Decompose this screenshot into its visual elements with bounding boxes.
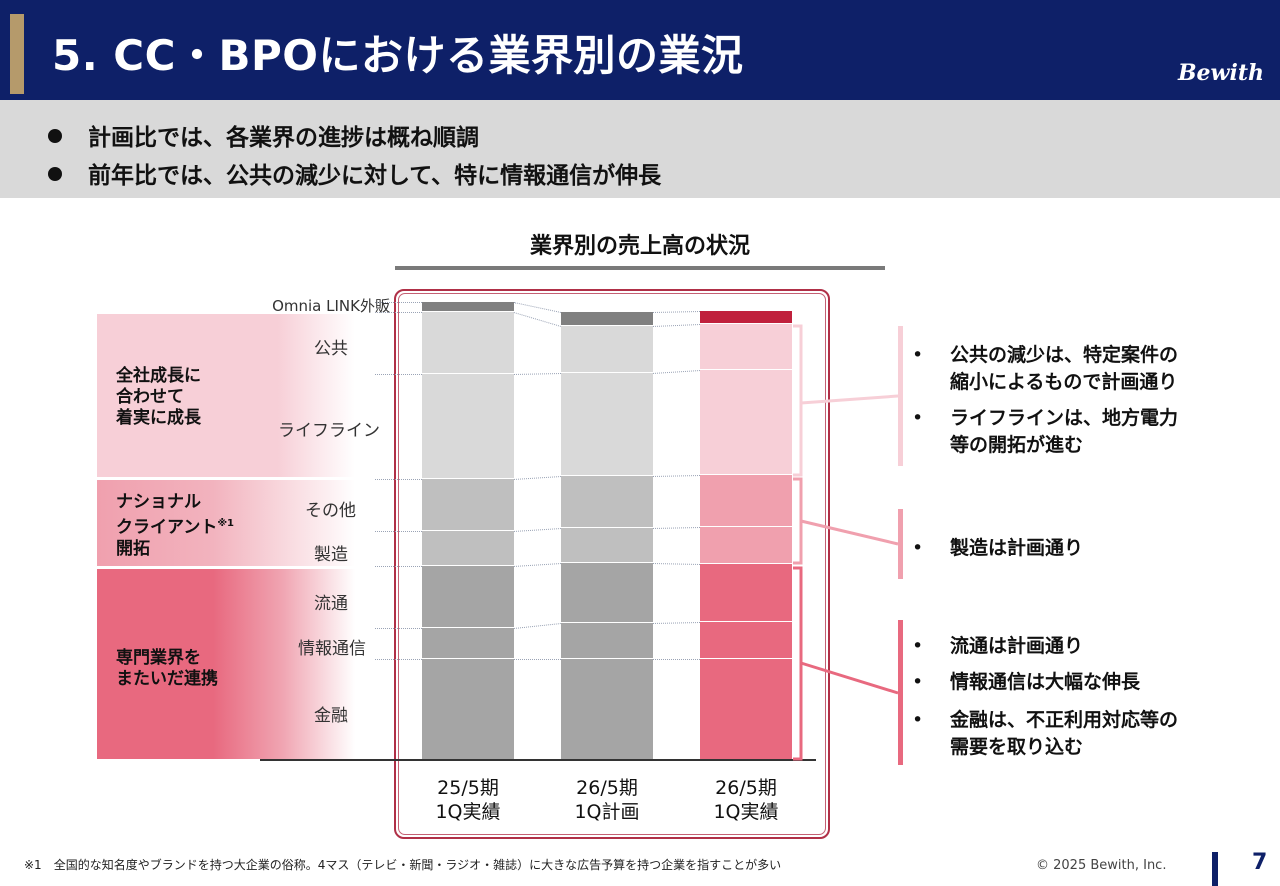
bar-segment-distribution (422, 566, 514, 629)
guide-line (375, 628, 422, 630)
bar-segment-manufacturing (561, 528, 653, 564)
summary-item: 計画比では、各業界の進捗は概ね順調 (48, 118, 479, 152)
bullet-dot-icon (48, 129, 62, 143)
page-marker (1212, 852, 1218, 886)
bar-segment-other (422, 478, 514, 532)
bar-segment-telecom (422, 628, 514, 660)
group-label-national-client: ナショナル クライアント※1 開拓 (116, 492, 235, 559)
chart-title-underline (395, 266, 885, 270)
bar-segment-finance (561, 659, 653, 759)
bewith-logo: Bewith (1177, 60, 1264, 86)
x-label: 25/5期 1Q実績 (435, 777, 501, 823)
bar-segment-finance (700, 659, 792, 759)
bar-segment-telecom (561, 623, 653, 660)
segment-label-omnia: Omnia LINK外販 (272, 297, 390, 315)
copyright: © 2025 Bewith, Inc. (1036, 858, 1167, 873)
guide-line (653, 659, 700, 661)
group-label-cross-industry: 専門業界を またいだ連携 (116, 648, 218, 689)
bracket-cross-industry (793, 566, 803, 761)
segment-label-finance: 金融 (314, 706, 348, 726)
chart-baseline (260, 759, 816, 761)
bar-segment-lifeline (561, 372, 653, 476)
chart-title: 業界別の売上高の状況 (529, 234, 750, 259)
comment-bar-cross-industry (898, 620, 903, 765)
connector-growth (800, 394, 899, 405)
bullet-dot-icon (48, 167, 62, 181)
page-title: 5. CC・BPOにおける業界別の業況 (52, 31, 744, 80)
bar-segment-distribution (561, 563, 653, 624)
bar-segment-public (422, 311, 514, 374)
group-band-national-client (97, 480, 355, 566)
segment-label-distribution: 流通 (314, 594, 348, 614)
group-band-cross-industry (97, 569, 355, 759)
x-label: 26/5期 1Q実績 (713, 777, 779, 823)
guide-line (375, 478, 422, 480)
page-number: 7 (1252, 850, 1268, 875)
group-label-growth: 全社成長に 合わせて 着実に成長 (116, 366, 201, 428)
summary-panel: 計画比では、各業界の進捗は概ね順調 前年比では、公共の減少に対して、特に情報通信… (0, 100, 1280, 198)
bracket-growth (793, 324, 803, 477)
highlight-frame (394, 289, 830, 839)
guide-line (375, 373, 422, 375)
guide-line (375, 311, 422, 313)
segment-label-public: 公共 (314, 339, 348, 359)
guide-line (514, 659, 561, 661)
footnote: ※1 全国的な知名度やブランドを持つ大企業の俗称。4マス（テレビ・新聞・ラジオ・… (24, 858, 782, 872)
bracket-national-client (793, 477, 803, 565)
bar-segment-finance (422, 659, 514, 759)
group-band-growth (97, 314, 355, 477)
guide-line (375, 531, 422, 533)
bar-segment-other (561, 475, 653, 529)
header-bar: 5. CC・BPOにおける業界別の業況 Bewith (0, 0, 1280, 100)
guide-line (375, 301, 422, 303)
bar-segment-public (561, 325, 653, 373)
bar-segment-public (700, 323, 792, 370)
bar-segment-lifeline (422, 373, 514, 479)
bar-segment-manufacturing (700, 527, 792, 565)
x-label: 26/5期 1Q計画 (574, 777, 640, 823)
comment-bar-growth (898, 326, 903, 466)
segment-label-manufacturing: 製造 (314, 545, 348, 565)
guide-line (375, 566, 422, 568)
highlight-frame-inner (398, 293, 826, 835)
footnote-mark: ※1 (217, 518, 235, 529)
bar-segment-lifeline (700, 369, 792, 475)
connector-national-client (800, 519, 899, 546)
guide-line (375, 659, 422, 661)
comment-bar-national-client (898, 509, 903, 579)
bar-segment-other (700, 474, 792, 528)
bar-segment-telecom (700, 622, 792, 660)
bar-segment-omnia (561, 311, 653, 326)
header-accent (10, 14, 24, 94)
connector-cross-industry (800, 661, 899, 695)
segment-label-lifeline: ライフライン (278, 421, 380, 441)
segment-label-telecom: 情報通信 (298, 639, 366, 659)
bar-segment-manufacturing (422, 531, 514, 567)
bar-segment-omnia (700, 310, 792, 324)
summary-item: 前年比では、公共の減少に対して、特に情報通信が伸長 (48, 156, 661, 190)
segment-label-other: その他 (305, 501, 356, 521)
bar-segment-distribution (700, 564, 792, 623)
bar-segment-omnia (422, 301, 514, 312)
